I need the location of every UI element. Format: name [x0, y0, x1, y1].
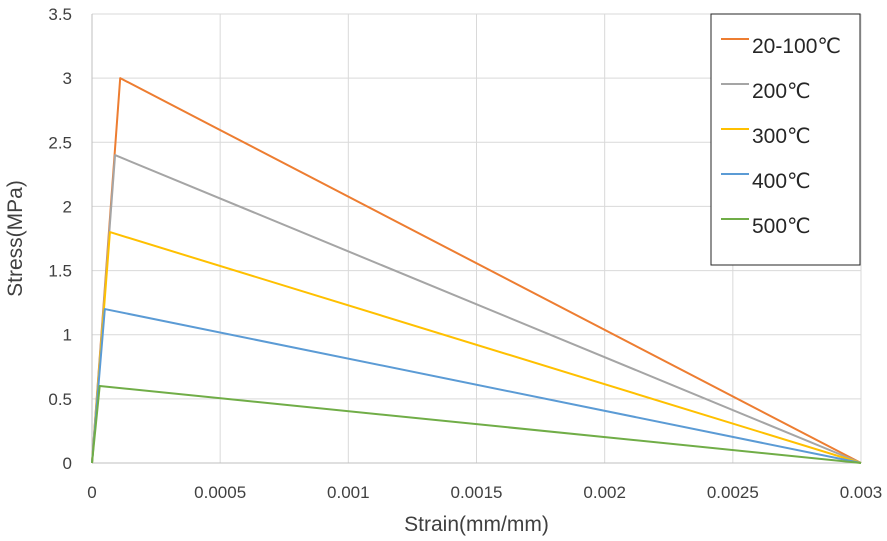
axes: [91, 14, 861, 464]
x-tick-label: 0.001: [327, 483, 370, 502]
x-tick-label: 0.003: [840, 483, 883, 502]
y-tick-label: 2.5: [48, 133, 72, 152]
y-tick-label: 0: [63, 454, 72, 473]
y-tick-label: 1.5: [48, 262, 72, 281]
legend-label: 400℃: [752, 170, 811, 193]
y-tick-labels: 0 0.5 1 1.5 2 2.5 3 3.5: [48, 5, 72, 473]
legend-box: [710, 13, 861, 266]
y-tick-label: 1: [63, 326, 72, 345]
x-tick-label: 0.0005: [194, 483, 246, 502]
x-tick-label: 0.0015: [451, 483, 503, 502]
y-tick-label: 3: [63, 69, 72, 88]
legend-label: 200℃: [752, 80, 811, 103]
series-line: [91, 385, 862, 464]
x-axis-title: Strain(mm/mm): [404, 513, 549, 536]
y-axis-title: Stress(MPa): [4, 180, 27, 297]
x-tick-labels: 0 0.0005 0.001 0.0015 0.002 0.0025 0.003: [87, 483, 882, 502]
y-tick-label: 2: [63, 197, 72, 216]
legend-label: 500℃: [752, 215, 811, 238]
y-tick-label: 0.5: [48, 390, 72, 409]
legend-label: 300℃: [752, 125, 811, 148]
x-tick-label: 0: [87, 483, 96, 502]
x-tick-label: 0.0025: [707, 483, 759, 502]
legend-label: 20-100℃: [752, 35, 841, 58]
legend: 20-100℃ 200℃ 300℃ 400℃ 500℃: [710, 13, 861, 266]
x-tick-label: 0.002: [583, 483, 626, 502]
y-tick-label: 3.5: [48, 5, 72, 24]
series-lines: [91, 77, 862, 464]
